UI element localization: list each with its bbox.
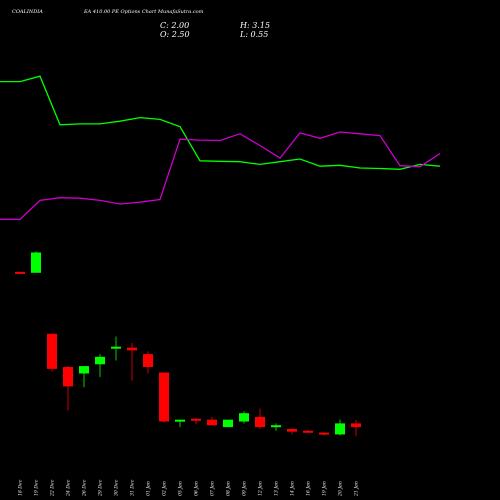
candle-body [207,419,217,426]
high-value: H: 3.15 [240,21,271,30]
x-tick-label: 05 Jan [178,481,184,496]
candle-body [223,419,233,428]
candle-body [31,252,41,273]
candle-body [159,372,169,422]
candle-body [63,367,73,387]
candle-body [351,423,361,428]
x-tick-label: 29 Dec [98,479,104,497]
x-tick-label: 09 Jan [242,481,248,496]
symbol-label: COALINDIA [12,9,43,15]
x-tick-label: 24 Dec [66,479,72,497]
close-value: C: 2.00 [160,21,190,30]
x-tick-label: 06 Jan [194,481,200,496]
candle-body [111,346,121,349]
x-tick-label: 02 Jan [162,481,168,496]
x-tick-label: 19 Dec [34,479,40,496]
candle-body [335,423,345,435]
x-tick-label: 08 Jan [226,481,232,496]
x-tick-label: 22 Dec [50,479,56,497]
x-tick-label: 01 Jan [146,481,152,496]
low-value: L: 0.55 [240,30,269,39]
x-tick-label: 13 Jan [274,481,280,496]
candle-body [303,430,313,433]
x-tick-label: 07 Jan [210,481,216,496]
x-tick-label: 14 Jan [290,481,296,496]
x-tick-label: 30 Dec [114,479,120,496]
candle-body [239,413,249,422]
x-tick-label: 12 Jan [258,481,264,496]
x-tick-label: 19 Jan [322,481,328,496]
candle-body [271,425,281,428]
candle-body [287,428,297,432]
purple-indicator-line [0,131,441,220]
candle-body [47,333,57,369]
candle-body [175,419,185,422]
x-tick-label: 26 Dec [82,479,88,497]
candle-body [95,356,105,365]
chart-title: EA 410.00 PE Options Chart MunafaSutra.c… [84,9,204,15]
x-tick-label: 20 Jan [338,481,344,497]
green-indicator-line [0,75,441,170]
candle-body [191,418,201,421]
candle-body [319,432,329,435]
x-tick-label: 18 Dec [18,479,24,496]
candle-body [79,366,89,374]
x-tick-label: 16 Jan [306,481,312,496]
candle-body [15,271,25,274]
x-tick-label: 21 Jan [354,481,360,497]
candle-body [127,347,137,351]
x-tick-label: 31 Dec [130,479,136,496]
candle-body [255,416,265,428]
candle-body [143,354,153,368]
open-value: O: 2.50 [160,30,190,39]
